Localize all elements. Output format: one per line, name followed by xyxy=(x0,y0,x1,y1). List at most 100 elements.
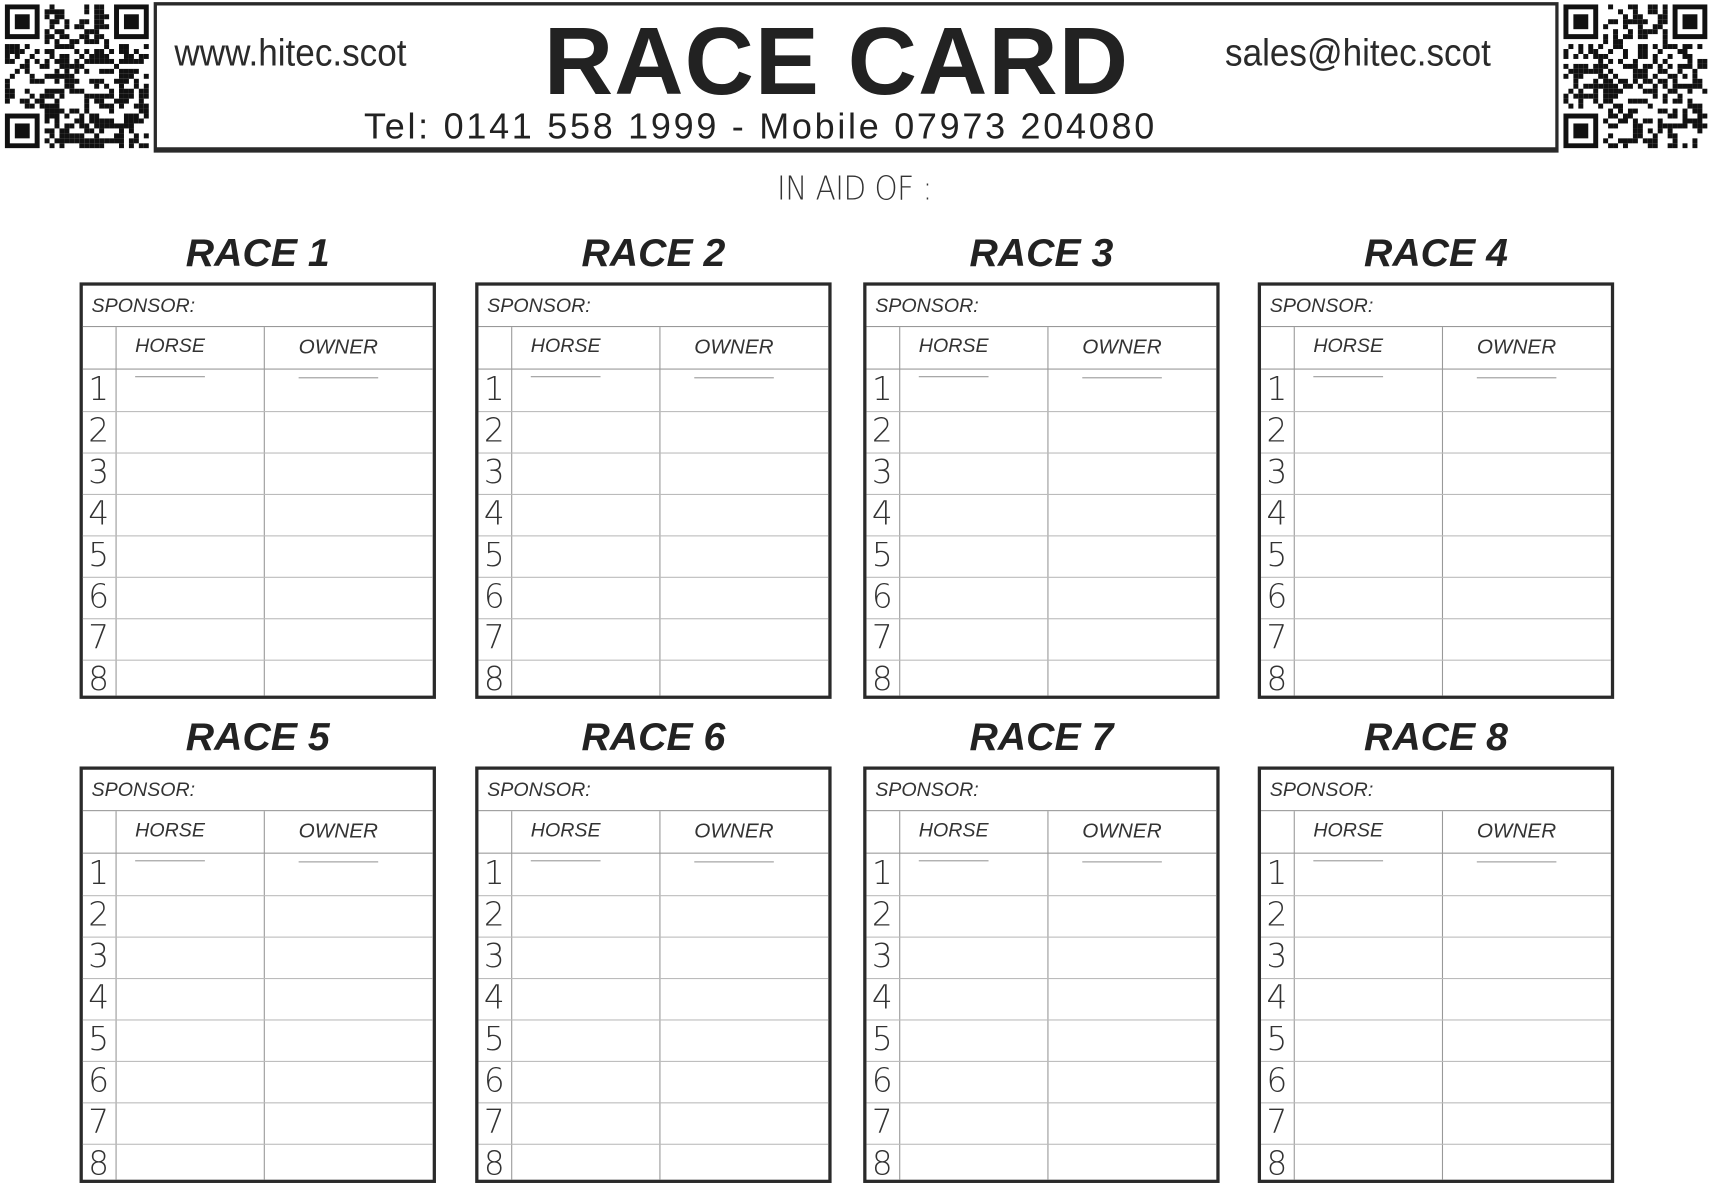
horse-cell[interactable] xyxy=(512,494,659,535)
horse-cell[interactable] xyxy=(900,535,1047,576)
horse-cell[interactable] xyxy=(1295,411,1442,452)
owner-cell[interactable] xyxy=(660,577,828,618)
horse-cell[interactable] xyxy=(117,854,264,895)
horse-cell[interactable] xyxy=(900,660,1047,701)
sponsor-field[interactable]: SPONSOR: xyxy=(1261,286,1611,328)
owner-cell[interactable] xyxy=(1443,1019,1611,1060)
horse-cell[interactable] xyxy=(512,618,659,659)
horse-cell[interactable] xyxy=(900,411,1047,452)
owner-cell[interactable] xyxy=(1443,660,1611,701)
website-link[interactable]: www.hitec.scot xyxy=(174,31,407,75)
horse-cell[interactable] xyxy=(900,452,1047,493)
owner-cell[interactable] xyxy=(1048,452,1216,493)
horse-cell[interactable] xyxy=(1295,854,1442,895)
horse-cell[interactable] xyxy=(1295,978,1442,1019)
owner-cell[interactable] xyxy=(1048,370,1216,411)
owner-cell[interactable] xyxy=(1443,854,1611,895)
owner-cell[interactable] xyxy=(1443,535,1611,576)
owner-cell[interactable] xyxy=(265,660,433,701)
horse-cell[interactable] xyxy=(900,1061,1047,1102)
owner-cell[interactable] xyxy=(660,895,828,936)
horse-cell[interactable] xyxy=(117,370,264,411)
owner-cell[interactable] xyxy=(1443,1102,1611,1143)
horse-cell[interactable] xyxy=(117,1144,264,1185)
horse-cell[interactable] xyxy=(512,854,659,895)
horse-cell[interactable] xyxy=(900,978,1047,1019)
owner-cell[interactable] xyxy=(1048,854,1216,895)
owner-cell[interactable] xyxy=(1443,618,1611,659)
email-link[interactable]: sales@hitec.scot xyxy=(1225,31,1491,75)
owner-cell[interactable] xyxy=(1048,895,1216,936)
horse-cell[interactable] xyxy=(900,1102,1047,1143)
horse-cell[interactable] xyxy=(1295,1144,1442,1185)
owner-cell[interactable] xyxy=(1048,494,1216,535)
horse-cell[interactable] xyxy=(117,535,264,576)
horse-cell[interactable] xyxy=(1295,535,1442,576)
owner-cell[interactable] xyxy=(1048,1102,1216,1143)
horse-cell[interactable] xyxy=(900,577,1047,618)
owner-cell[interactable] xyxy=(1443,1144,1611,1185)
owner-cell[interactable] xyxy=(265,411,433,452)
owner-cell[interactable] xyxy=(1048,1061,1216,1102)
owner-cell[interactable] xyxy=(660,370,828,411)
owner-cell[interactable] xyxy=(265,370,433,411)
owner-cell[interactable] xyxy=(660,535,828,576)
owner-cell[interactable] xyxy=(1443,577,1611,618)
horse-cell[interactable] xyxy=(900,618,1047,659)
owner-cell[interactable] xyxy=(660,411,828,452)
owner-cell[interactable] xyxy=(660,937,828,978)
horse-cell[interactable] xyxy=(117,660,264,701)
owner-cell[interactable] xyxy=(1048,618,1216,659)
horse-cell[interactable] xyxy=(117,1102,264,1143)
horse-cell[interactable] xyxy=(900,854,1047,895)
horse-cell[interactable] xyxy=(117,1019,264,1060)
owner-cell[interactable] xyxy=(660,978,828,1019)
owner-cell[interactable] xyxy=(660,1019,828,1060)
owner-cell[interactable] xyxy=(265,494,433,535)
owner-cell[interactable] xyxy=(265,895,433,936)
owner-cell[interactable] xyxy=(660,1061,828,1102)
horse-cell[interactable] xyxy=(117,494,264,535)
horse-cell[interactable] xyxy=(512,937,659,978)
horse-cell[interactable] xyxy=(512,535,659,576)
horse-cell[interactable] xyxy=(1295,937,1442,978)
owner-cell[interactable] xyxy=(1048,411,1216,452)
owner-cell[interactable] xyxy=(660,618,828,659)
owner-cell[interactable] xyxy=(660,1144,828,1185)
owner-cell[interactable] xyxy=(1443,937,1611,978)
horse-cell[interactable] xyxy=(512,370,659,411)
horse-cell[interactable] xyxy=(900,370,1047,411)
owner-cell[interactable] xyxy=(1048,1144,1216,1185)
horse-cell[interactable] xyxy=(512,1019,659,1060)
owner-cell[interactable] xyxy=(1048,937,1216,978)
horse-cell[interactable] xyxy=(1295,618,1442,659)
owner-cell[interactable] xyxy=(1443,895,1611,936)
owner-cell[interactable] xyxy=(265,1144,433,1185)
horse-cell[interactable] xyxy=(1295,494,1442,535)
horse-cell[interactable] xyxy=(512,1102,659,1143)
horse-cell[interactable] xyxy=(1295,1061,1442,1102)
owner-cell[interactable] xyxy=(265,577,433,618)
horse-cell[interactable] xyxy=(1295,577,1442,618)
owner-cell[interactable] xyxy=(265,1061,433,1102)
horse-cell[interactable] xyxy=(1295,895,1442,936)
horse-cell[interactable] xyxy=(512,660,659,701)
horse-cell[interactable] xyxy=(512,577,659,618)
horse-cell[interactable] xyxy=(512,1144,659,1185)
owner-cell[interactable] xyxy=(1048,1019,1216,1060)
owner-cell[interactable] xyxy=(660,494,828,535)
owner-cell[interactable] xyxy=(265,1102,433,1143)
owner-cell[interactable] xyxy=(265,978,433,1019)
horse-cell[interactable] xyxy=(117,1061,264,1102)
sponsor-field[interactable]: SPONSOR: xyxy=(1261,770,1611,812)
horse-cell[interactable] xyxy=(117,978,264,1019)
sponsor-field[interactable]: SPONSOR: xyxy=(478,286,829,328)
horse-cell[interactable] xyxy=(117,577,264,618)
owner-cell[interactable] xyxy=(1443,411,1611,452)
owner-cell[interactable] xyxy=(265,1019,433,1060)
horse-cell[interactable] xyxy=(1295,660,1442,701)
owner-cell[interactable] xyxy=(660,854,828,895)
owner-cell[interactable] xyxy=(1048,535,1216,576)
sponsor-field[interactable]: SPONSOR: xyxy=(478,770,829,812)
owner-cell[interactable] xyxy=(1048,577,1216,618)
